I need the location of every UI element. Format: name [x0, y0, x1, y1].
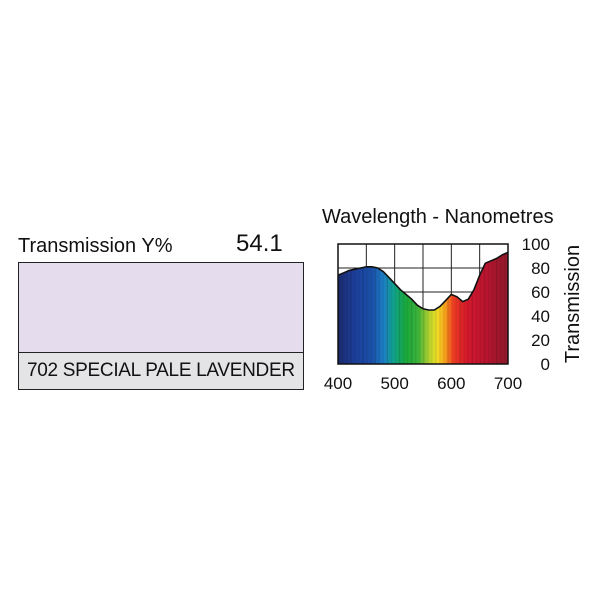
spectrum-band — [378, 252, 380, 364]
transmission-curve — [338, 251, 508, 311]
spectrum-band — [467, 252, 469, 364]
spectrum-band — [402, 252, 405, 364]
x-tick-label: 700 — [494, 374, 522, 393]
spectrum-band — [410, 252, 413, 364]
spectrum-band — [374, 252, 376, 364]
filter-name-bar: 702 SPECIAL PALE LAVENDER — [18, 352, 304, 390]
x-tick-label: 500 — [380, 374, 408, 393]
chart-title: Wavelength - Nanometres — [322, 206, 554, 228]
spectrum-band — [431, 252, 433, 364]
spectrum-band — [346, 252, 348, 364]
spectrum-band — [386, 252, 388, 364]
spectrum-band — [439, 252, 441, 364]
spectrum-band — [471, 252, 474, 364]
spectrum-band — [370, 252, 372, 364]
y-tick-label: 20 — [531, 331, 550, 350]
color-swatch — [18, 262, 304, 352]
filter-name: 702 SPECIAL PALE LAVENDER — [27, 360, 295, 381]
y-tick-label: 0 — [541, 355, 550, 374]
spectrum-band — [455, 252, 457, 364]
x-tick-label: 400 — [324, 374, 352, 393]
spectrum-band — [435, 252, 437, 364]
spectrum-band — [500, 252, 502, 364]
spectrum-band — [483, 252, 486, 364]
spectrum-band — [390, 252, 393, 364]
spectrum-band — [443, 252, 445, 364]
transmission-label: Transmission Y% — [18, 235, 173, 257]
y-tick-label: 60 — [531, 283, 550, 302]
transmission-area — [338, 252, 508, 364]
spectrum-band — [406, 252, 409, 364]
y-tick-label: 80 — [531, 259, 550, 278]
spectrum-band — [382, 252, 384, 364]
spectrum-band — [451, 252, 453, 364]
spectrum-band — [394, 252, 397, 364]
spectrum-band — [479, 252, 482, 364]
y-tick-label: 40 — [531, 307, 550, 326]
spectrum-band — [504, 252, 506, 364]
transmission-value: 54.1 — [236, 230, 283, 257]
spectrum-band — [427, 252, 429, 364]
spectrum-band — [491, 252, 494, 364]
plot-frame — [337, 243, 509, 365]
spectrum-band — [354, 252, 356, 364]
y-tick-label: 100 — [522, 235, 550, 254]
y-axis-label: Transmission — [562, 245, 584, 363]
spectrum-band — [362, 252, 364, 364]
spectrum-band — [475, 252, 478, 364]
spectrum-band — [350, 252, 352, 364]
spectrum-band — [342, 252, 344, 364]
spectrum-band — [414, 252, 417, 364]
spectrum-band — [398, 252, 401, 364]
spectrum-band — [419, 252, 421, 364]
spectrum-band — [463, 252, 465, 364]
spectrum-band — [366, 252, 368, 364]
spectrum-band — [459, 252, 461, 364]
spectrum-band — [495, 252, 498, 364]
x-tick-label: 600 — [437, 374, 465, 393]
spectrum-band — [447, 252, 449, 364]
spectrum-band — [358, 252, 360, 364]
spectrum-band — [487, 252, 490, 364]
